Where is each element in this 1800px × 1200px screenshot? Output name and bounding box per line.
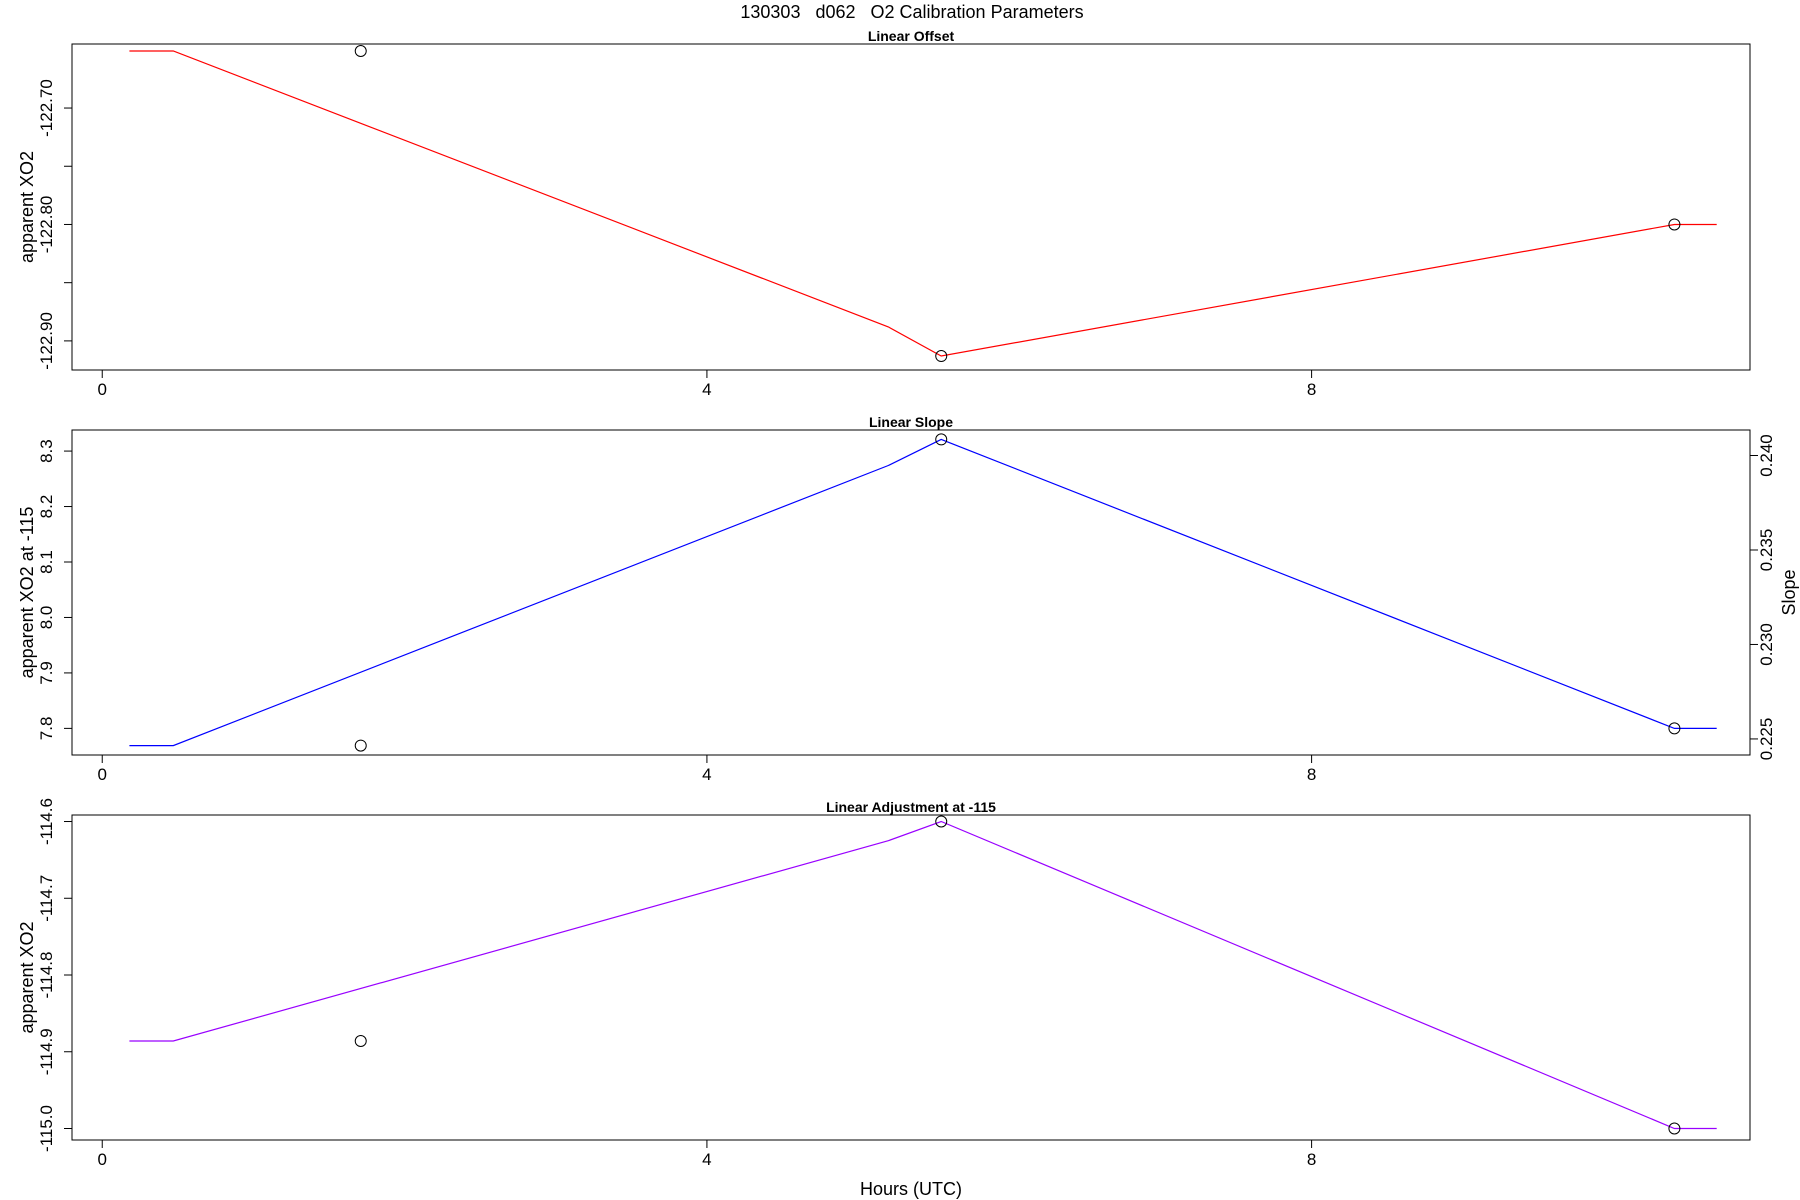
- data-point: [935, 433, 948, 446]
- x-tick-label: 0: [97, 1150, 106, 1169]
- data-point: [1668, 1122, 1681, 1135]
- y-tick-label: 7.9: [37, 661, 56, 685]
- plot-frame: [71, 43, 1751, 371]
- y-tick-label: -114.6: [37, 798, 56, 845]
- data-point: [354, 44, 367, 57]
- y2-tick-label: 0.235: [1757, 529, 1776, 572]
- y-tick-label: 8.1: [37, 550, 56, 574]
- x-tick-label: 4: [702, 765, 711, 784]
- y2-tick-label: 0.225: [1757, 718, 1776, 761]
- x-tick-label: 0: [97, 765, 106, 784]
- data-point: [1668, 722, 1681, 735]
- figure-title: 130303 d062 O2 Calibration Parameters: [740, 2, 1083, 22]
- x-tick-label: 8: [1307, 1150, 1316, 1169]
- y-tick-label: -115.0: [37, 1105, 56, 1152]
- y-tick-label: -122.70: [37, 79, 56, 137]
- panel-title: Linear Adjustment at -115: [826, 799, 996, 815]
- y-tick-label: 8.3: [37, 439, 56, 463]
- y-tick-label: -114.7: [37, 875, 56, 922]
- y-axis-label: apparent XO2: [17, 921, 37, 1033]
- x-tick-label: 4: [702, 1150, 711, 1169]
- y-tick-label: 8.0: [37, 606, 56, 630]
- series-line: [129, 438, 1717, 747]
- y2-axis-label: Slope: [1779, 569, 1799, 615]
- x-tick-label: 8: [1307, 765, 1316, 784]
- y-tick-label: 8.2: [37, 495, 56, 519]
- plot-frame: [71, 429, 1751, 756]
- y2-tick-label: 0.230: [1757, 623, 1776, 666]
- x-tick-label: 4: [702, 380, 711, 399]
- y-tick-label: -122.90: [37, 312, 56, 370]
- panel-2: Linear Slope 0 4 8 7.8 7.9 8.0 8.1 8.2 8.3 apparen…: [17, 414, 1799, 784]
- series-line: [129, 50, 1717, 357]
- data-point: [1668, 218, 1681, 231]
- series-line: [129, 820, 1717, 1130]
- panel-title: Linear Slope: [869, 414, 953, 430]
- data-point: [935, 350, 948, 363]
- y-tick-label: -114.8: [37, 952, 56, 999]
- data-point: [935, 815, 948, 828]
- y-tick-label: -114.9: [37, 1028, 56, 1075]
- x-tick-label: 0: [97, 380, 106, 399]
- panel-3: Linear Adjustment at -115 0 4 8 -115.0 -114.9…: [17, 798, 1751, 1199]
- y-axis-label: apparent XO2: [17, 151, 37, 263]
- y-tick-label: 7.8: [37, 717, 56, 741]
- data-point: [354, 739, 367, 752]
- x-axis-label: Hours (UTC): [860, 1179, 962, 1199]
- panel-title: Linear Offset: [868, 28, 955, 44]
- y-axis-label: apparent XO2 at -115: [17, 507, 37, 679]
- y2-tick-label: 0.240: [1757, 434, 1776, 477]
- x-tick-label: 8: [1307, 380, 1316, 399]
- y-tick-label: -122.80: [37, 196, 56, 254]
- panel-1: Linear Offset 0 4 8 -122.90 -122.80 -122.70app…: [17, 28, 1751, 399]
- data-point: [354, 1035, 367, 1048]
- plot-frame: [71, 814, 1751, 1141]
